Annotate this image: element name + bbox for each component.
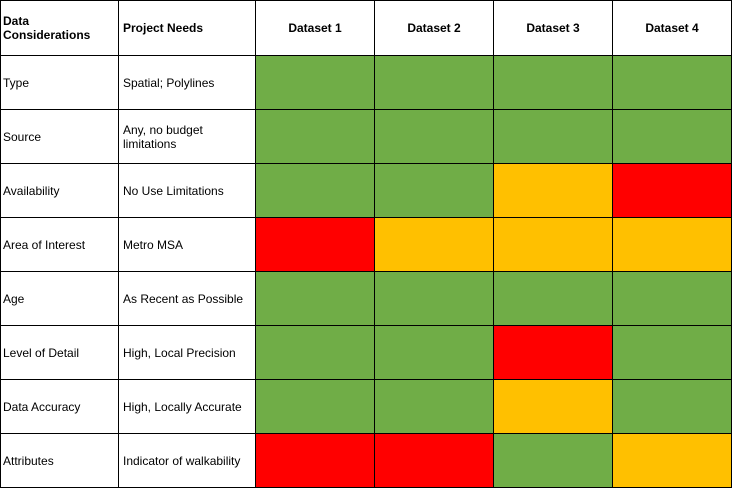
rating-cell <box>255 163 375 218</box>
header-cell: Dataset 4 <box>612 0 732 56</box>
rating-cell <box>612 55 732 110</box>
table-row: Type Spatial; Polylines <box>0 55 732 110</box>
consideration-cell: Availability <box>0 163 119 218</box>
consideration-cell: Source <box>0 109 119 164</box>
rating-cell <box>493 163 613 218</box>
header-cell: Project Needs <box>118 0 256 56</box>
rating-cell <box>255 379 375 434</box>
header-cell: Dataset 3 <box>493 0 613 56</box>
header-row: Data Considerations Project Needs Dataset … <box>0 0 732 56</box>
rating-cell <box>374 433 494 488</box>
rating-cell <box>255 433 375 488</box>
header-cell: Data Considerations <box>0 0 119 56</box>
table-row: Source Any, no budget limitations <box>0 109 732 164</box>
need-cell: Any, no budget limitations <box>118 109 256 164</box>
table-row: Age As Recent as Possible <box>0 271 732 326</box>
rating-cell <box>255 109 375 164</box>
header-cell: Dataset 1 <box>255 0 375 56</box>
consideration-cell: Attributes <box>0 433 119 488</box>
consideration-cell: Type <box>0 55 119 110</box>
rating-cell <box>374 379 494 434</box>
rating-cell <box>493 271 613 326</box>
rating-cell <box>493 217 613 272</box>
rating-cell <box>255 325 375 380</box>
table-row: Area of Interest Metro MSA <box>0 217 732 272</box>
need-cell: As Recent as Possible <box>118 271 256 326</box>
rating-cell <box>612 379 732 434</box>
rating-cell <box>374 109 494 164</box>
rating-cell <box>255 55 375 110</box>
rating-cell <box>493 55 613 110</box>
rating-cell <box>493 109 613 164</box>
table-row: Data Accuracy High, Locally Accurate <box>0 379 732 434</box>
need-cell: No Use Limitations <box>118 163 256 218</box>
table-row: Availability No Use Limitations <box>0 163 732 218</box>
need-cell: Spatial; Polylines <box>118 55 256 110</box>
rating-cell <box>493 379 613 434</box>
need-cell: High, Locally Accurate <box>118 379 256 434</box>
consideration-cell: Level of Detail <box>0 325 119 380</box>
rating-cell <box>255 271 375 326</box>
rating-cell <box>493 325 613 380</box>
rating-cell <box>374 55 494 110</box>
rating-cell <box>374 217 494 272</box>
rating-cell <box>374 163 494 218</box>
table-body: Type Spatial; Polylines Source Any, no budg… <box>0 55 732 488</box>
consideration-cell: Area of Interest <box>0 217 119 272</box>
need-cell: High, Local Precision <box>118 325 256 380</box>
rating-cell <box>612 109 732 164</box>
table-row: Attributes Indicator of walkability <box>0 433 732 488</box>
rating-cell <box>612 433 732 488</box>
rating-cell <box>374 271 494 326</box>
rating-cell <box>612 325 732 380</box>
rating-cell <box>612 217 732 272</box>
rating-cell <box>374 325 494 380</box>
consideration-cell: Age <box>0 271 119 326</box>
table-row: Level of Detail High, Local Precision <box>0 325 732 380</box>
rating-cell <box>612 271 732 326</box>
rating-cell <box>612 163 732 218</box>
consideration-cell: Data Accuracy <box>0 379 119 434</box>
rating-cell <box>255 217 375 272</box>
need-cell: Indicator of walkability <box>118 433 256 488</box>
need-cell: Metro MSA <box>118 217 256 272</box>
rating-cell <box>493 433 613 488</box>
table-header: Data Considerations Project Needs Dataset … <box>0 0 732 56</box>
header-cell: Dataset 2 <box>374 0 494 56</box>
